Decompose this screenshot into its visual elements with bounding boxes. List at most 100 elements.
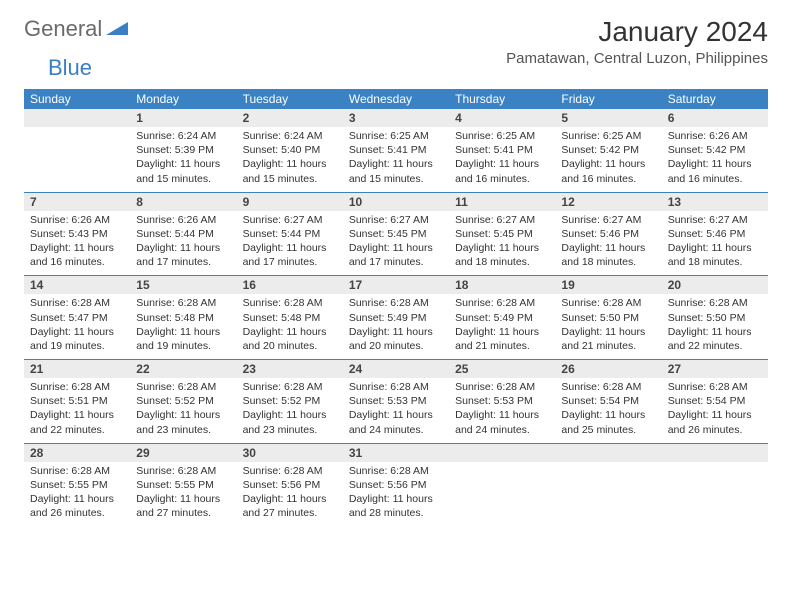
daylight-text: Daylight: 11 hours and 16 minutes. xyxy=(30,241,124,269)
sunset-text: Sunset: 5:55 PM xyxy=(136,478,230,492)
day-number: 7 xyxy=(24,193,130,211)
day-number xyxy=(662,444,768,462)
day-header: Tuesday xyxy=(237,89,343,109)
daylight-text: Daylight: 11 hours and 27 minutes. xyxy=(136,492,230,520)
sunset-text: Sunset: 5:47 PM xyxy=(30,311,124,325)
daylight-text: Daylight: 11 hours and 18 minutes. xyxy=(455,241,549,269)
sunset-text: Sunset: 5:55 PM xyxy=(30,478,124,492)
sunrise-text: Sunrise: 6:27 AM xyxy=(455,213,549,227)
day-number: 29 xyxy=(130,444,236,462)
sunset-text: Sunset: 5:49 PM xyxy=(455,311,549,325)
sunset-text: Sunset: 5:42 PM xyxy=(668,143,762,157)
sunset-text: Sunset: 5:54 PM xyxy=(668,394,762,408)
daylight-text: Daylight: 11 hours and 21 minutes. xyxy=(455,325,549,353)
day-content: Sunrise: 6:28 AMSunset: 5:47 PMDaylight:… xyxy=(24,294,130,359)
day-content: Sunrise: 6:26 AMSunset: 5:44 PMDaylight:… xyxy=(130,211,236,276)
sunrise-text: Sunrise: 6:27 AM xyxy=(349,213,443,227)
day-number: 3 xyxy=(343,109,449,127)
sunset-text: Sunset: 5:50 PM xyxy=(668,311,762,325)
day-content: Sunrise: 6:27 AMSunset: 5:45 PMDaylight:… xyxy=(343,211,449,276)
day-header: Thursday xyxy=(449,89,555,109)
sunrise-text: Sunrise: 6:28 AM xyxy=(561,380,655,394)
day-number: 21 xyxy=(24,360,130,378)
sunrise-text: Sunrise: 6:28 AM xyxy=(136,296,230,310)
sunset-text: Sunset: 5:52 PM xyxy=(243,394,337,408)
day-number: 28 xyxy=(24,444,130,462)
day-number: 1 xyxy=(130,109,236,127)
daylight-text: Daylight: 11 hours and 15 minutes. xyxy=(136,157,230,185)
day-number: 23 xyxy=(237,360,343,378)
day-number xyxy=(449,444,555,462)
day-number xyxy=(24,109,130,127)
sunrise-text: Sunrise: 6:27 AM xyxy=(561,213,655,227)
sunrise-text: Sunrise: 6:28 AM xyxy=(136,464,230,478)
daylight-text: Daylight: 11 hours and 20 minutes. xyxy=(349,325,443,353)
daylight-text: Daylight: 11 hours and 17 minutes. xyxy=(243,241,337,269)
day-content: Sunrise: 6:28 AMSunset: 5:49 PMDaylight:… xyxy=(449,294,555,359)
day-header: Monday xyxy=(130,89,236,109)
week-content-row: Sunrise: 6:28 AM Sunset: 5:51 PM Daylight:… xyxy=(24,378,768,443)
day-number: 15 xyxy=(130,276,236,294)
day-number: 17 xyxy=(343,276,449,294)
day-content: Sunrise: 6:28 AMSunset: 5:49 PMDaylight:… xyxy=(343,294,449,359)
sunrise-text: Sunrise: 6:28 AM xyxy=(243,464,337,478)
sunrise-text: Sunrise: 6:28 AM xyxy=(455,380,549,394)
month-title: January 2024 xyxy=(506,16,768,48)
day-content: Sunrise: 6:26 AMSunset: 5:42 PMDaylight:… xyxy=(662,127,768,192)
daylight-text: Daylight: 11 hours and 23 minutes. xyxy=(136,408,230,436)
day-content: Sunrise: 6:27 AMSunset: 5:45 PMDaylight:… xyxy=(449,211,555,276)
daylight-text: Daylight: 11 hours and 19 minutes. xyxy=(30,325,124,353)
sunrise-text: Sunrise: 6:27 AM xyxy=(668,213,762,227)
day-number: 25 xyxy=(449,360,555,378)
day-number: 12 xyxy=(555,193,661,211)
day-number: 18 xyxy=(449,276,555,294)
day-content: Sunrise: 6:24 AMSunset: 5:39 PMDaylight:… xyxy=(130,127,236,192)
day-number xyxy=(555,444,661,462)
sunrise-text: Sunrise: 6:28 AM xyxy=(349,296,443,310)
sunrise-text: Sunrise: 6:28 AM xyxy=(349,464,443,478)
day-content: Sunrise: 6:28 AMSunset: 5:52 PMDaylight:… xyxy=(237,378,343,443)
day-number: 6 xyxy=(662,109,768,127)
week-content-row: Sunrise: 6:28 AMSunset: 5:55 PMDaylight:… xyxy=(24,462,768,527)
sunrise-text: Sunrise: 6:28 AM xyxy=(668,380,762,394)
day-number: 19 xyxy=(555,276,661,294)
sunrise-text: Sunrise: 6:28 AM xyxy=(561,296,655,310)
day-content: Sunrise: 6:28 AMSunset: 5:55 PMDaylight:… xyxy=(24,462,130,527)
day-content: Sunrise: 6:28 AMSunset: 5:50 PMDaylight:… xyxy=(555,294,661,359)
sunset-text: Sunset: 5:50 PM xyxy=(561,311,655,325)
week-daynum-row: 78910111213 xyxy=(24,192,768,211)
week-content-row: Sunrise: 6:26 AMSunset: 5:43 PMDaylight:… xyxy=(24,211,768,276)
day-content: Sunrise: 6:25 AMSunset: 5:42 PMDaylight:… xyxy=(555,127,661,192)
daylight-text: Daylight: 11 hours and 20 minutes. xyxy=(243,325,337,353)
week-daynum-row: 28293031 xyxy=(24,443,768,462)
sunset-text: Sunset: 5:44 PM xyxy=(136,227,230,241)
title-block: January 2024 Pamatawan, Central Luzon, P… xyxy=(506,16,768,67)
day-number: 8 xyxy=(130,193,236,211)
day-content: Sunrise: 6:28 AMSunset: 5:54 PMDaylight:… xyxy=(555,378,661,443)
day-number: 16 xyxy=(237,276,343,294)
logo-text-general: General xyxy=(24,16,102,42)
day-content: Sunrise: 6:28 AMSunset: 5:52 PMDaylight:… xyxy=(130,378,236,443)
daylight-text: Daylight: 11 hours and 18 minutes. xyxy=(561,241,655,269)
day-number: 24 xyxy=(343,360,449,378)
daylight-text: Daylight: 11 hours and 25 minutes. xyxy=(561,408,655,436)
day-content: Sunrise: 6:28 AMSunset: 5:56 PMDaylight:… xyxy=(237,462,343,527)
day-content: Sunrise: 6:28 AMSunset: 5:48 PMDaylight:… xyxy=(130,294,236,359)
daylight-text: Daylight: 11 hours and 27 minutes. xyxy=(243,492,337,520)
daylight-text: Daylight: 11 hours and 15 minutes. xyxy=(349,157,443,185)
day-number: 10 xyxy=(343,193,449,211)
daylight-text: Daylight: 11 hours and 16 minutes. xyxy=(668,157,762,185)
sunset-text: Sunset: 5:44 PM xyxy=(243,227,337,241)
sunrise-text: Sunrise: 6:25 AM xyxy=(561,129,655,143)
sunrise-text: Sunrise: 6:24 AM xyxy=(243,129,337,143)
daylight-text: Daylight: 11 hours and 22 minutes. xyxy=(668,325,762,353)
sunrise-text: Sunrise: 6:28 AM xyxy=(30,464,124,478)
day-content: Sunrise: 6:28 AMSunset: 5:53 PMDaylight:… xyxy=(449,378,555,443)
sunset-text: Sunset: 5:53 PM xyxy=(455,394,549,408)
day-number: 11 xyxy=(449,193,555,211)
sunset-text: Sunset: 5:46 PM xyxy=(561,227,655,241)
day-header: Saturday xyxy=(662,89,768,109)
sunset-text: Sunset: 5:51 PM xyxy=(30,394,124,408)
sunset-text: Sunset: 5:45 PM xyxy=(349,227,443,241)
daylight-text: Daylight: 11 hours and 23 minutes. xyxy=(243,408,337,436)
